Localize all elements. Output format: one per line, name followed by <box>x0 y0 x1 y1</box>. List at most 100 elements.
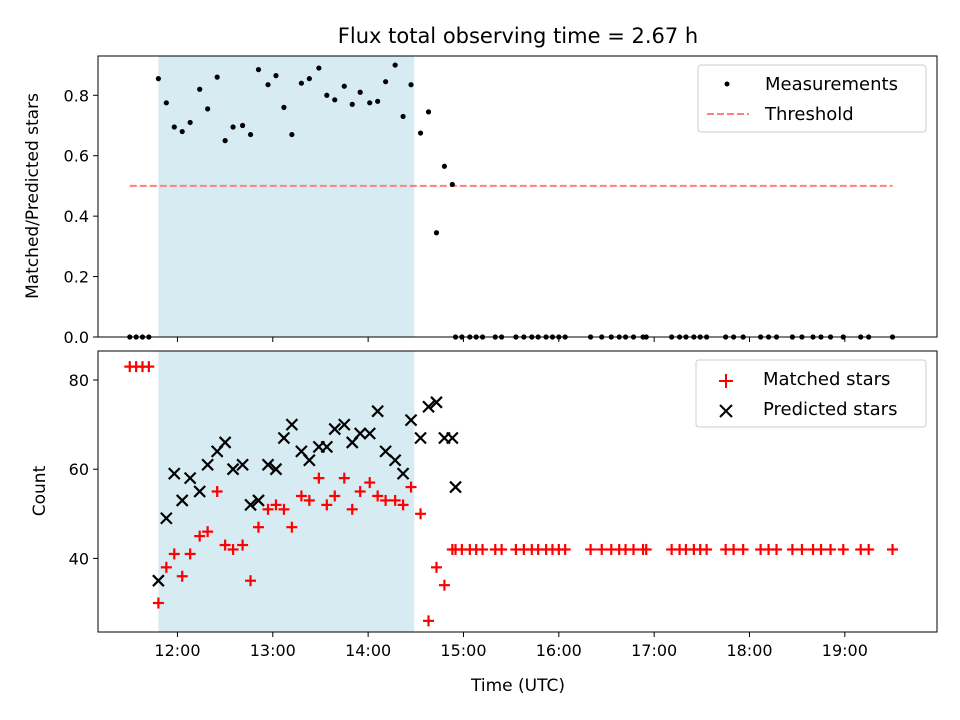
x-axis-label: Time (UTC) <box>470 676 565 696</box>
measurement-point <box>163 100 169 106</box>
matched-star-point <box>262 503 274 515</box>
predicted-star-stroke-b <box>295 445 308 458</box>
predicted-star-point <box>320 440 334 454</box>
x-tick-label: 14:00 <box>345 641 391 660</box>
predicted-star-point <box>277 431 291 445</box>
predicted-star-stroke-b <box>328 422 342 436</box>
x-tick-label: 17:00 <box>631 641 677 660</box>
predicted-star-stroke-b <box>167 467 181 480</box>
bottom-axes-frame <box>97 350 938 633</box>
predicted-star-point <box>414 431 427 445</box>
y-tick-label: 80 <box>69 371 89 390</box>
predicted-star-point <box>379 445 392 458</box>
measurement-point <box>341 83 347 89</box>
predicted-star-stroke-b <box>160 511 173 525</box>
matched-star-point <box>184 548 196 560</box>
measurement-point <box>273 73 279 79</box>
matched-star-point <box>303 494 315 506</box>
predicted-star-stroke-b <box>388 453 402 467</box>
measurement-point <box>367 100 373 106</box>
bottom-y-axis: 40 60 80 <box>69 371 98 568</box>
matched-star-point <box>160 561 172 573</box>
matched-star-point <box>887 543 899 555</box>
predicted-star-stroke-b <box>371 404 384 418</box>
predicted-star-point <box>328 422 342 436</box>
predicted-star-point <box>285 418 299 431</box>
x-tick-label: 16:00 <box>536 641 582 660</box>
predicted-star-stroke-b <box>175 494 189 507</box>
matched-star-point <box>286 521 298 533</box>
measurement-point <box>205 106 211 112</box>
top-highlight-span <box>158 56 415 337</box>
predicted-star-point <box>236 458 249 472</box>
y-tick-label: 0.0 <box>64 328 89 347</box>
y-tick-label: 0.4 <box>64 207 89 226</box>
predicted-star-stroke-b <box>446 431 459 445</box>
matched-star-point <box>278 503 290 515</box>
matched-star-point <box>477 543 489 555</box>
matched-stars-series <box>124 361 899 627</box>
predicted-star-point <box>175 494 189 507</box>
matched-star-point <box>219 539 231 551</box>
measurement-point <box>408 82 414 88</box>
measurement-point <box>222 138 228 144</box>
predicted-star-stroke-b <box>193 485 206 498</box>
matched-star-point <box>389 494 401 506</box>
matched-star-point <box>596 543 608 555</box>
measurement-point <box>332 97 338 103</box>
matched-star-point <box>211 486 223 497</box>
matched-star-point <box>380 494 392 506</box>
matched-star-point <box>405 481 417 493</box>
matched-star-point <box>237 539 249 551</box>
top-axes-frame <box>97 55 938 338</box>
top-legend-box <box>697 64 927 133</box>
predicted-star-point <box>193 485 206 498</box>
matched-star-point <box>168 548 180 560</box>
predicted-star-point <box>183 471 197 485</box>
predicted-star-stroke-b <box>277 431 291 445</box>
matched-star-point <box>786 543 798 555</box>
predicted-star-point <box>396 467 410 480</box>
predicted-star-stroke-b <box>285 418 299 431</box>
matched-star-point <box>438 579 450 591</box>
chart-title: Flux total observing time = 2.67 h <box>338 24 698 48</box>
predicted-star-point <box>269 462 283 476</box>
measurement-point <box>298 80 304 86</box>
y-tick-label: 0.6 <box>64 147 89 166</box>
measurements-series <box>127 62 896 340</box>
matched-star-point <box>295 490 307 502</box>
legend-matched-marker <box>719 374 733 388</box>
predicted-star-point <box>261 458 275 472</box>
matched-star-point <box>321 499 333 511</box>
legend-threshold-label: Threshold <box>764 104 854 125</box>
predicted-star-stroke-b <box>252 494 265 507</box>
predicted-star-point <box>244 498 257 512</box>
measurement-point <box>289 131 295 138</box>
x-tick-label: 13:00 <box>250 641 296 660</box>
predicted-star-stroke-b <box>152 574 165 587</box>
matched-star-point <box>202 526 214 538</box>
matched-star-point <box>423 615 435 627</box>
matched-star-point <box>245 575 257 587</box>
measurement-point <box>214 74 220 80</box>
predicted-star-stroke-b <box>422 400 435 414</box>
bottom-x-axis: 12:00 13:00 14:00 15:00 16:00 17:00 18:00 19:00 <box>154 632 868 660</box>
predicted-star-stroke-b <box>404 413 418 427</box>
legend-measurements-marker <box>724 81 730 87</box>
predicted-star-stroke-b <box>236 458 249 472</box>
top-y-axis-label: Matched/Predicted stars <box>23 93 43 299</box>
matched-star-point <box>143 361 155 373</box>
matched-star-point <box>496 543 508 555</box>
matched-star-point <box>354 486 366 497</box>
measurement-point <box>383 79 389 85</box>
predicted-star-point <box>201 458 214 472</box>
matched-star-point <box>737 543 749 555</box>
predicted-star-stroke-b <box>414 431 427 445</box>
legend-matched-label: Matched stars <box>763 369 890 390</box>
measurement-point <box>230 124 236 130</box>
predicted-star-point <box>218 436 232 449</box>
matched-star-point <box>796 543 808 555</box>
predicted-star-stroke-b <box>183 471 197 485</box>
matched-star-point <box>313 472 325 484</box>
